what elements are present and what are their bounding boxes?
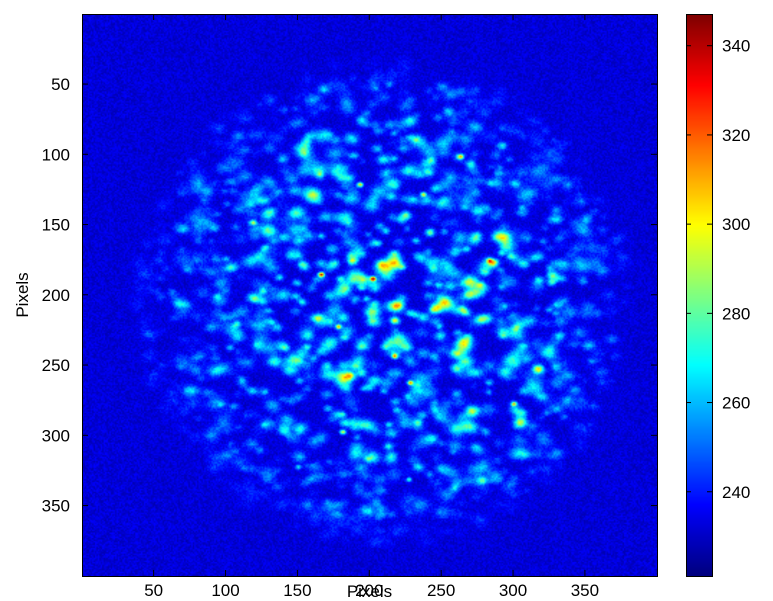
hotspot-marks [251,154,513,479]
y-tick-label: 250 [42,356,70,375]
x-axis-ticks: 50 100 150 200 250 300 350 [144,14,599,600]
colorbar-tick-label: 280 [722,304,750,323]
y-tick-label: 200 [42,286,70,305]
x-tick-label: 150 [283,581,311,600]
hotspot-point [408,380,410,382]
y-tick-label: 350 [42,497,70,516]
x-tick-label: 100 [211,581,239,600]
hotspot-point [512,401,514,403]
y-axis-label: Pixels [13,272,32,317]
hotspot-point [458,154,460,156]
hotspot-point [487,258,489,260]
y-axis-ticks: 50 100 150 200 250 300 350 [42,75,657,516]
colorbar [686,14,712,576]
hotspot-point [336,324,338,326]
hotspot-point [392,354,394,356]
hotspot-point [421,192,423,194]
hotspot-point [358,182,360,184]
colorbar-tick-label: 320 [722,126,750,145]
x-tick-label: 250 [427,581,455,600]
x-tick-label: 300 [499,581,527,600]
x-tick-label: 50 [144,581,163,600]
hotspot-point [371,276,373,278]
x-tick-label: 350 [571,581,599,600]
x-tick-label: 200 [355,581,383,600]
hotspot-point [296,465,298,467]
hotspot-point [407,477,409,479]
hotspot-point [251,220,253,222]
y-tick-label: 150 [42,216,70,235]
heatmap-image [82,14,657,576]
colorbar-tick-label: 240 [722,483,750,502]
x-axis-label: Pixels [347,582,392,601]
y-tick-label: 300 [42,426,70,445]
hotspot-point [319,272,321,274]
y-tick-label: 100 [42,145,70,164]
colorbar-tick-label: 260 [722,394,750,413]
hotspot-point [340,430,342,432]
colorbar-tick-label: 300 [722,215,750,234]
colorbar-frame [686,14,713,577]
plot-frame [82,14,658,577]
colorbar-tick-label: 340 [722,37,750,56]
y-tick-label: 50 [51,75,70,94]
colorbar-ticks: 240 260 280 300 320 340 [686,37,750,502]
